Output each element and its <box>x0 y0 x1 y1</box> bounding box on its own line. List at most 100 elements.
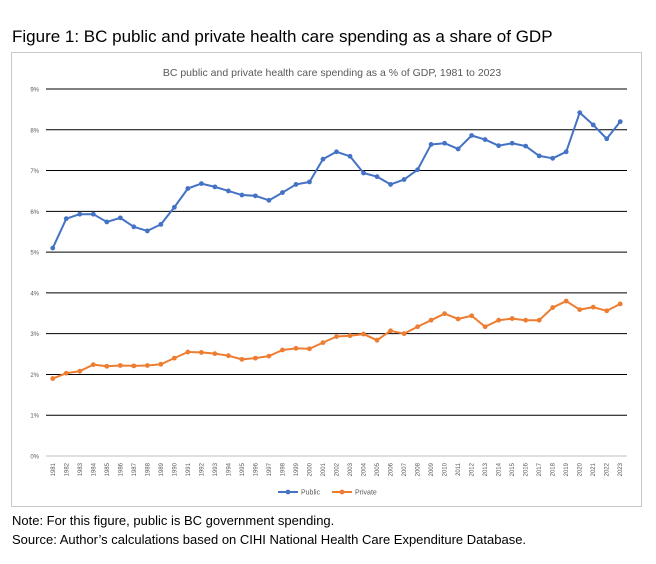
legend-item-public: Public <box>278 490 321 497</box>
data-point-private <box>442 311 447 317</box>
data-point-public <box>131 224 137 230</box>
data-point-private <box>253 355 258 361</box>
series-line-private <box>52 300 621 380</box>
x-tick-label: 2012 <box>470 462 476 476</box>
x-tick-label: 2003 <box>348 462 354 476</box>
data-point-private <box>455 316 461 322</box>
data-point-private <box>469 313 475 319</box>
data-point-private <box>144 363 150 368</box>
x-tick-label: 1994 <box>226 462 232 476</box>
data-point-private <box>482 324 488 330</box>
y-tick-label: 0% <box>30 455 39 461</box>
x-tick-label: 2023 <box>618 462 624 476</box>
x-tick-label: 1981 <box>51 462 57 476</box>
data-point-private <box>212 351 218 357</box>
chart-title: BC public and private health care spendi… <box>163 67 502 79</box>
data-point-public <box>77 211 83 217</box>
data-point-private <box>293 345 299 351</box>
x-tick-label: 1998 <box>280 462 286 476</box>
data-point-public <box>509 140 515 146</box>
x-tick-label: 1988 <box>145 462 151 476</box>
data-point-public <box>90 211 96 217</box>
data-point-private <box>536 317 542 323</box>
data-point-public <box>253 193 258 199</box>
data-point-public <box>50 245 56 251</box>
y-tick-label: 1% <box>30 414 39 420</box>
data-point-private <box>361 331 366 337</box>
x-tick-label: 1986 <box>118 462 124 476</box>
data-point-public <box>212 184 218 190</box>
data-point-private <box>63 370 69 376</box>
x-tick-label: 1985 <box>105 462 111 476</box>
data-point-private <box>388 328 393 334</box>
data-point-public <box>469 133 475 138</box>
data-point-public <box>320 156 326 162</box>
x-tick-label: 2002 <box>335 462 341 476</box>
x-tick-label: 2014 <box>497 462 503 476</box>
data-point-public <box>334 149 339 155</box>
x-tick-label: 2016 <box>524 462 530 476</box>
x-tick-label: 2019 <box>564 462 570 476</box>
series-public <box>50 110 623 251</box>
data-point-private <box>131 363 137 369</box>
y-tick-label: 3% <box>30 332 39 338</box>
data-point-private <box>509 316 515 321</box>
x-tick-label: 1997 <box>267 462 273 476</box>
x-tick-label: 2001 <box>321 462 327 476</box>
x-tick-label: 2022 <box>605 462 611 476</box>
data-point-public <box>198 181 204 187</box>
data-point-private <box>577 307 583 313</box>
data-point-public <box>374 174 380 180</box>
line-chart: BC public and private health care spendi… <box>30 67 627 497</box>
data-point-public <box>226 188 231 194</box>
data-point-private <box>590 304 596 310</box>
legend: Public Private <box>278 490 377 497</box>
data-point-private <box>90 362 96 368</box>
x-tick-label: 2006 <box>389 462 395 476</box>
x-tick-label: 2020 <box>578 462 584 476</box>
data-point-private <box>158 361 164 367</box>
data-point-public <box>185 186 191 191</box>
x-tick-label: 1989 <box>159 462 165 476</box>
y-axis-ticks: 0% 1% 2% 3% 4% 5% 6% 7% 8% 9% <box>30 88 39 461</box>
data-point-public <box>361 170 366 176</box>
data-point-public <box>604 136 610 142</box>
data-point-private <box>50 376 56 381</box>
legend-item-private: Private <box>332 490 377 497</box>
data-point-public <box>563 149 569 155</box>
data-point-public <box>401 177 407 182</box>
data-point-public <box>550 155 556 161</box>
x-tick-label: 2005 <box>375 462 381 476</box>
data-point-private <box>104 363 110 369</box>
x-tick-label: 1984 <box>91 462 97 476</box>
x-tick-label: 1992 <box>199 462 205 476</box>
data-point-public <box>428 142 434 147</box>
figure-note: Note: For this figure, public is BC gove… <box>12 513 335 528</box>
data-point-public <box>455 146 461 152</box>
legend-marker-public <box>285 489 291 495</box>
legend-marker-private <box>339 489 345 495</box>
data-point-private <box>239 356 245 362</box>
x-tick-label: 2017 <box>537 462 543 476</box>
data-point-private <box>171 355 177 361</box>
y-tick-label: 9% <box>30 88 39 94</box>
x-axis-ticks: 1981 1982 1983 1984 1985 1986 1987 1988 1989 1990… <box>51 462 624 476</box>
x-tick-label: 2018 <box>551 462 557 476</box>
data-point-private <box>320 340 326 346</box>
x-tick-label: 2011 <box>456 462 462 476</box>
x-tick-label: 1982 <box>64 462 70 476</box>
data-point-private <box>401 331 407 337</box>
x-tick-label: 2008 <box>416 462 422 476</box>
data-point-public <box>266 197 272 203</box>
data-point-private <box>226 353 231 359</box>
data-point-public <box>293 182 299 187</box>
data-point-public <box>482 137 488 142</box>
data-point-public <box>171 204 177 210</box>
x-tick-label: 1983 <box>78 462 84 476</box>
x-tick-label: 1990 <box>172 462 178 476</box>
gridlines <box>46 88 627 457</box>
data-point-private <box>117 363 123 368</box>
data-point-public <box>104 219 110 225</box>
y-tick-label: 7% <box>30 169 39 175</box>
data-point-public <box>117 215 123 221</box>
